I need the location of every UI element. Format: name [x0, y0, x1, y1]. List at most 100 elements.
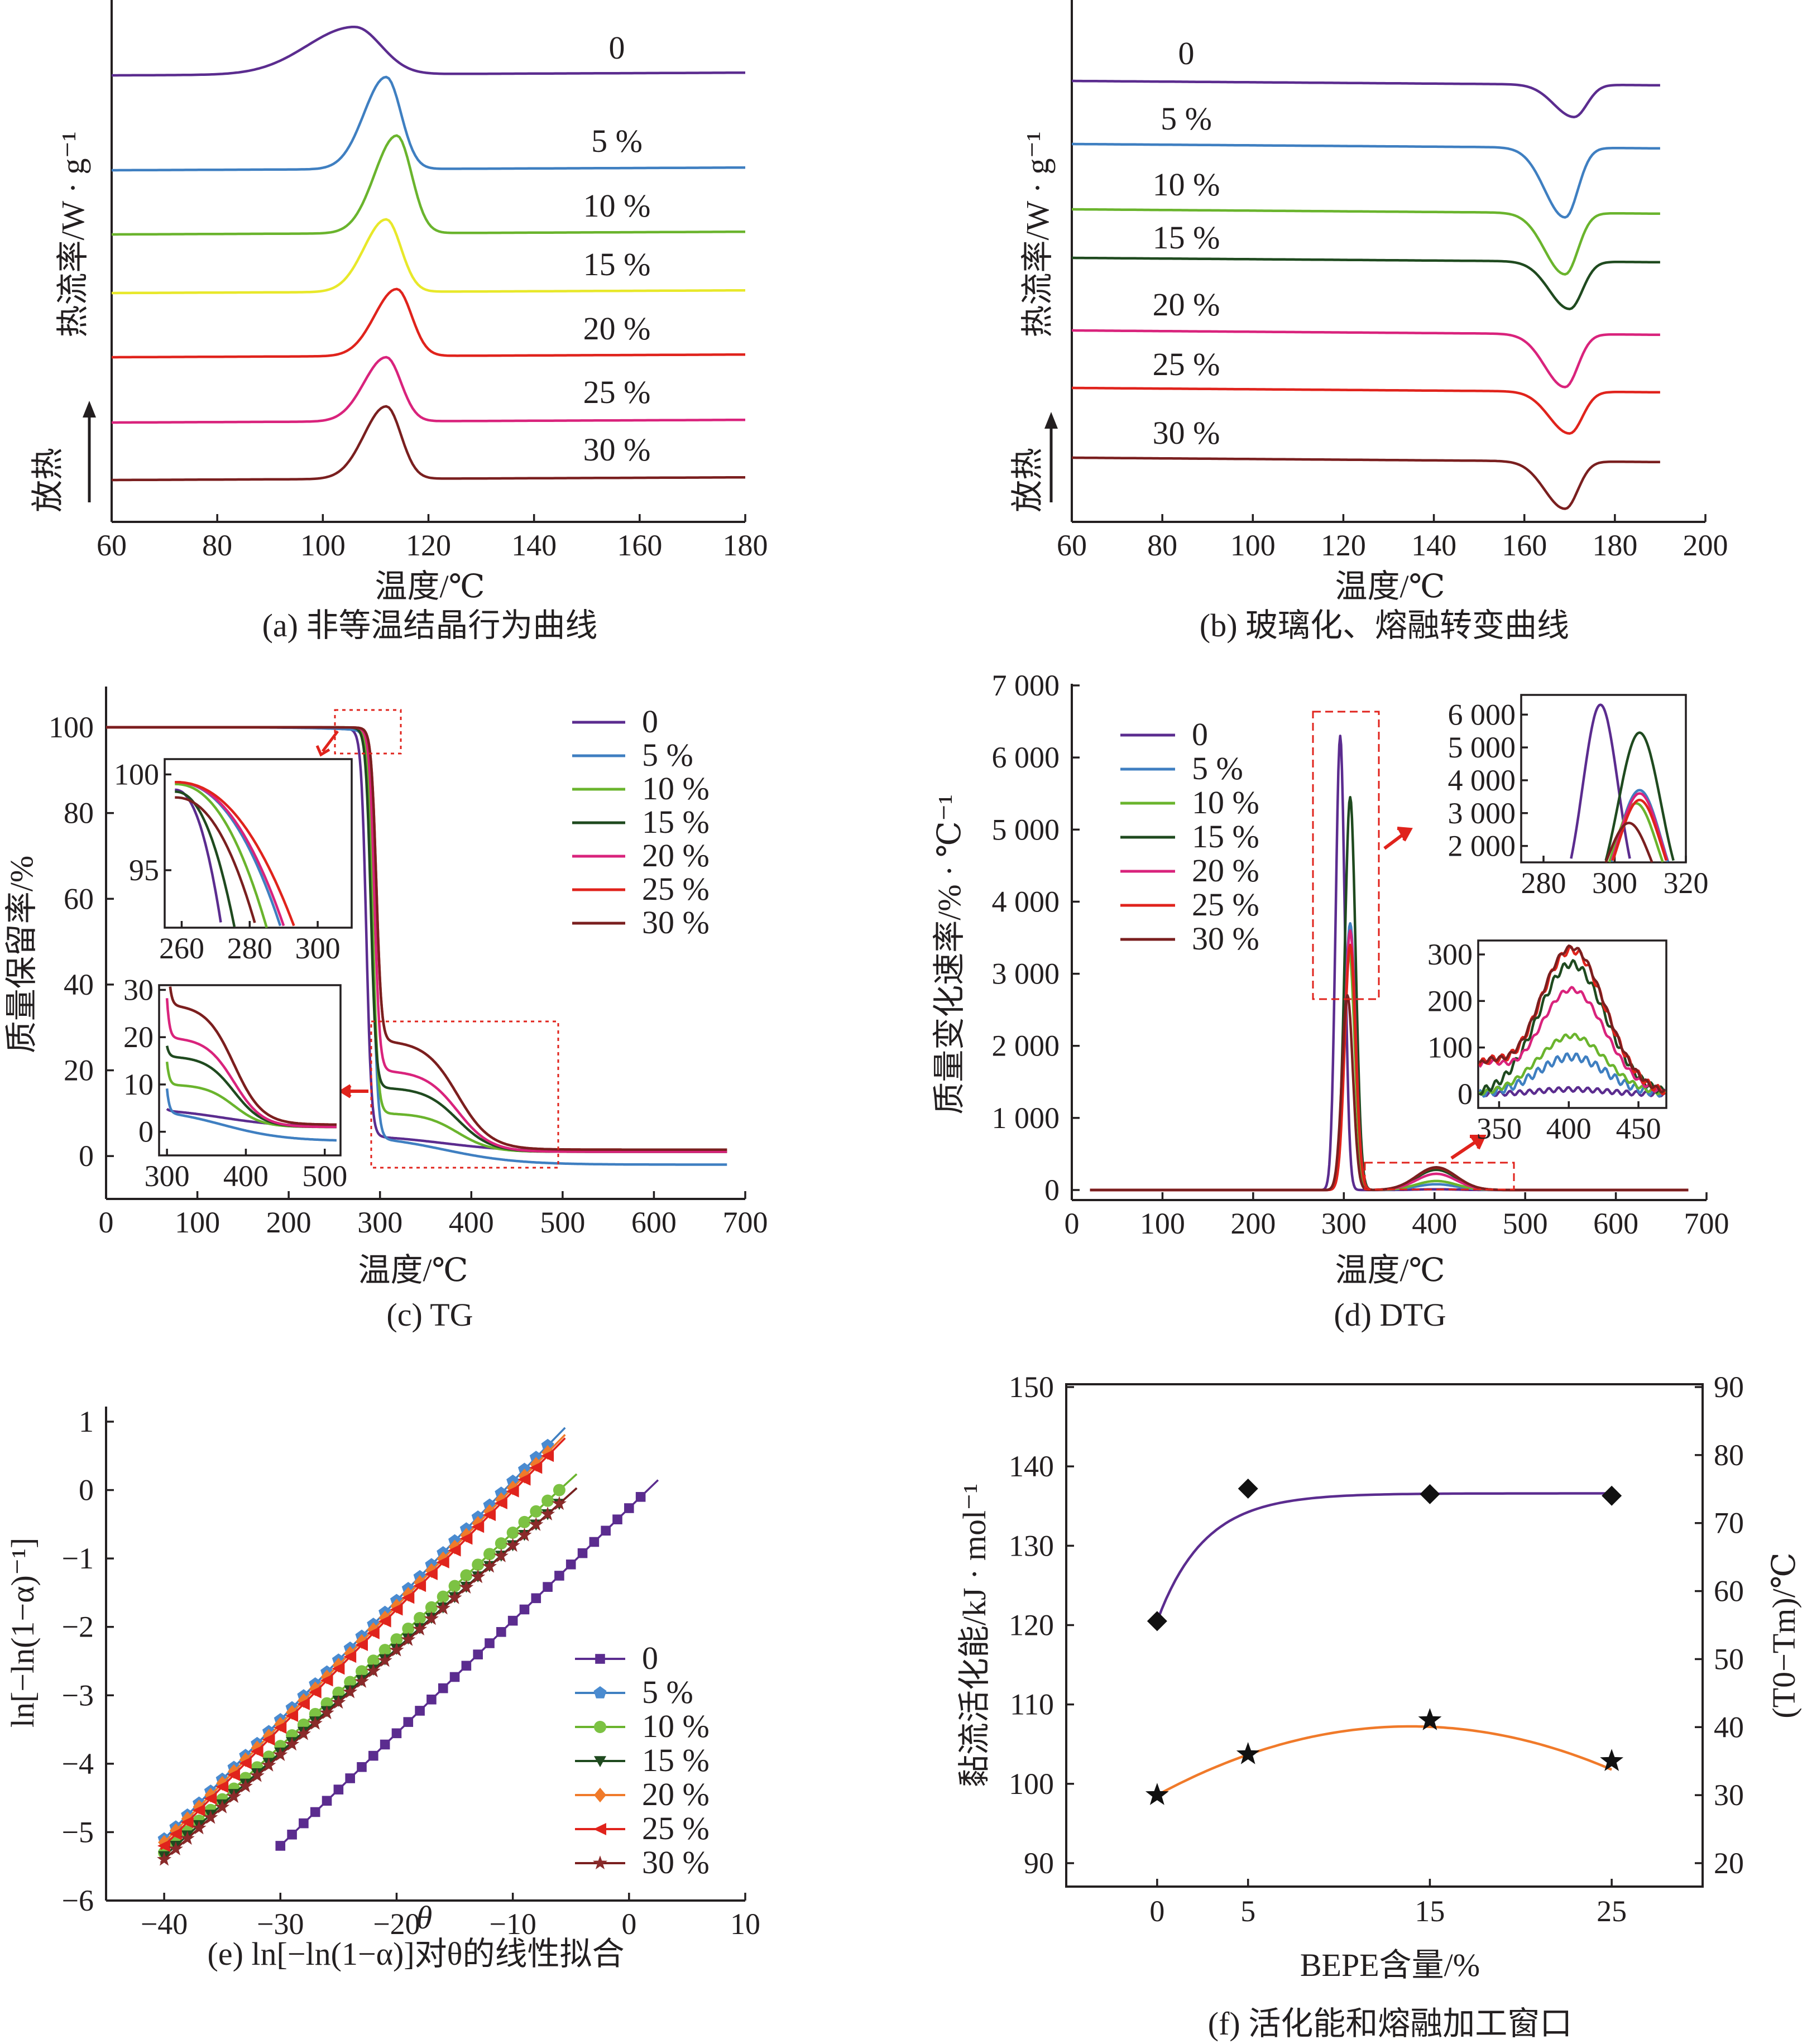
inset-top-d	[1520, 694, 1687, 863]
data-point-e-6	[471, 1569, 486, 1584]
data-point-e-0	[531, 1593, 541, 1604]
y-tick-label-d: 4 000	[992, 885, 1060, 918]
data-point-e-0	[403, 1717, 414, 1727]
ylabel-c: 质量保留率/%	[3, 856, 40, 1053]
data-point-e-6	[482, 1558, 497, 1573]
series-label-b: 10 %	[1153, 166, 1220, 203]
data-point-e-6	[180, 1831, 195, 1845]
activation-point-f	[1238, 1478, 1258, 1499]
x-tick-label-a: 60	[97, 529, 127, 562]
x-tick-label-f: 25	[1597, 1894, 1627, 1928]
series-label-b: 25 %	[1153, 346, 1220, 382]
inset-bottom-series-d	[1478, 1052, 1666, 1098]
data-point-e-4	[390, 1599, 403, 1614]
inset-top-ytick-label-d: 4 000	[1448, 764, 1516, 797]
x-tick-label-b: 80	[1147, 529, 1177, 562]
x-tick-label-c: 300	[357, 1206, 402, 1239]
data-point-e-6	[447, 1590, 462, 1604]
legend-label-c: 25 %	[642, 871, 710, 907]
data-point-e-0	[310, 1807, 320, 1817]
data-point-e-0	[415, 1706, 425, 1716]
data-point-e-2	[356, 1665, 368, 1678]
inset-top-xtick-label-d: 280	[1521, 866, 1566, 900]
window-point-f	[1236, 1742, 1260, 1764]
data-point-e-0	[473, 1649, 483, 1659]
data-point-e-0	[287, 1829, 297, 1840]
legend-label-e: 0	[642, 1640, 658, 1676]
y-tick-label-d: 3 000	[992, 957, 1060, 991]
data-point-e-4	[239, 1752, 252, 1767]
legend-label-c: 20 %	[642, 837, 710, 874]
series-c-6	[106, 726, 727, 1151]
data-point-e-6	[424, 1611, 439, 1625]
data-point-e-2	[553, 1484, 565, 1496]
x-tick-label-c: 700	[723, 1206, 768, 1239]
inset-bottom-xtick-label-d: 400	[1546, 1112, 1592, 1145]
inset-bottom-ytick-label-d: 200	[1427, 984, 1473, 1018]
data-point-e-6	[459, 1580, 474, 1594]
legend-label-c: 30 %	[642, 904, 710, 941]
data-point-e-0	[438, 1683, 448, 1693]
zoom-arrow-top-c	[315, 730, 339, 757]
y-tick-label-c: 60	[64, 882, 94, 915]
inset-bottom-series-d	[1478, 1033, 1666, 1096]
y-tick-label-c: 80	[64, 797, 94, 830]
y-tick-right-label-f: 50	[1714, 1642, 1744, 1676]
inset-top-series-c	[175, 783, 268, 928]
inset-top-ytick-label-d: 6 000	[1448, 698, 1516, 731]
data-point-e-2	[367, 1654, 380, 1667]
data-point-e-2	[530, 1505, 543, 1518]
data-point-e-6	[517, 1527, 532, 1542]
data-point-e-5	[390, 1603, 403, 1616]
inset-bottom-series-d	[1479, 1086, 1666, 1098]
fit-curve-window-f	[1156, 1725, 1612, 1797]
data-point-e-5	[459, 1532, 473, 1545]
x-tick-label-e: 10	[730, 1907, 760, 1941]
x-tick-label-f: 5	[1240, 1894, 1255, 1928]
data-point-e-0	[322, 1796, 332, 1806]
legend-marker-e	[592, 1855, 608, 1870]
series-label-b: 30 %	[1153, 415, 1220, 451]
inset-top-series-d	[1604, 731, 1675, 861]
data-point-e-0	[391, 1728, 402, 1739]
x-tick-label-e: −40	[141, 1907, 188, 1941]
data-point-e-6	[493, 1548, 509, 1562]
data-point-e-0	[589, 1537, 600, 1547]
series-label-a: 25 %	[583, 374, 651, 410]
xlabel-f: BEPE含量/%	[1300, 1947, 1480, 1983]
series-label-a: 10 %	[583, 188, 651, 224]
zoom-arrow-top-d	[1383, 827, 1413, 850]
exo-label-b: 放热	[1009, 448, 1046, 512]
series-b-30	[1072, 456, 1660, 510]
y-tick-right-label-f: 70	[1714, 1506, 1744, 1540]
data-point-e-5	[180, 1816, 194, 1829]
legend-label-e: 20 %	[642, 1776, 710, 1812]
y-tick-label-d: 2 000	[992, 1029, 1060, 1063]
data-point-e-2	[414, 1611, 426, 1624]
data-point-e-6	[238, 1778, 253, 1793]
data-point-e-0	[357, 1762, 367, 1772]
xlabel-a: 温度/℃	[375, 568, 485, 604]
x-tick-label-a: 120	[406, 529, 451, 562]
data-point-e-0	[519, 1604, 530, 1615]
data-point-e-5	[169, 1827, 182, 1840]
series-b-5	[1072, 142, 1660, 219]
data-point-e-5	[343, 1650, 357, 1663]
zoom-box-top-c	[334, 709, 402, 755]
y-tick-right-label-f: 90	[1714, 1370, 1744, 1404]
legend-marker-e	[593, 1823, 606, 1835]
data-point-e-5	[215, 1781, 229, 1793]
panel-a-dsc-crystallization: 60 80 100 120 140 160 180 0 5 % 10 % 15 % 20 % 25 % 3…	[83, 0, 768, 562]
x-tick-label-a: 160	[617, 529, 662, 562]
inset-top-series-d	[1604, 822, 1653, 863]
x-tick-label-d: 700	[1684, 1207, 1729, 1240]
data-point-e-6	[343, 1684, 358, 1698]
series-label-b: 15 %	[1153, 219, 1220, 256]
series-label-b: 5 %	[1161, 100, 1212, 137]
x-tick-label-c: 0	[99, 1206, 114, 1239]
data-point-e-5	[320, 1674, 333, 1687]
panel-b-dsc-melting: 60 80 100 120 140 160 180 200 0 5 % 10 % 15 % 20 % 25…	[1044, 0, 1728, 562]
x-tick-label-f: 0	[1149, 1894, 1164, 1928]
x-tick-label-b: 100	[1230, 529, 1276, 562]
